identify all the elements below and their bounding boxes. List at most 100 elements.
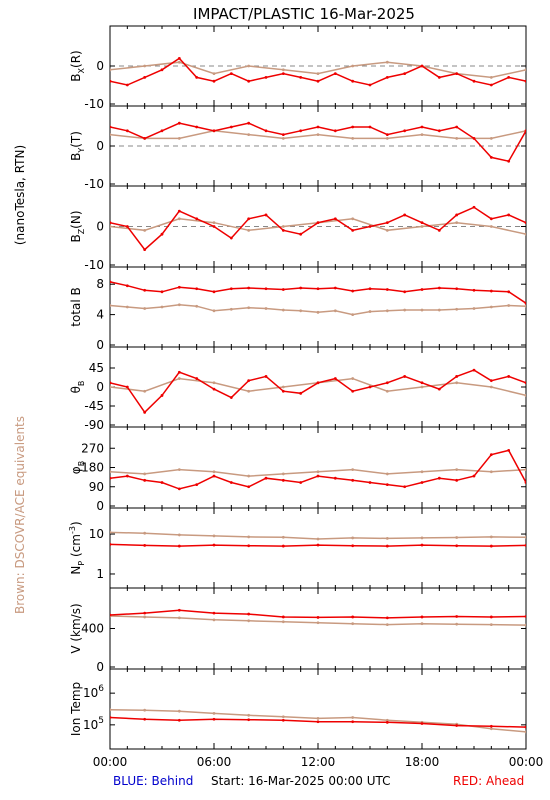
dscovr-series-point-phi — [524, 468, 526, 472]
ahead-series-point-btot — [455, 287, 459, 291]
ahead-series-point-theta — [177, 370, 181, 374]
ahead-series-point-by — [125, 129, 129, 133]
ahead-series-point-bz — [160, 232, 164, 236]
dscovr-series-point-by — [177, 137, 181, 140]
dscovr-series-point-by — [110, 133, 112, 136]
x-tick-label: 12:00 — [301, 755, 336, 769]
ahead-series-point-theta — [299, 391, 303, 395]
dscovr-series-point-v — [316, 621, 320, 625]
y-tick-label-np: 10 — [89, 527, 104, 541]
ahead-series-point-phi — [333, 476, 337, 480]
ahead-series-point-theta — [472, 368, 476, 372]
ahead-series-point-np — [143, 543, 147, 547]
ahead-series-point-temp — [110, 716, 112, 719]
ahead-series-point-bz — [177, 209, 181, 213]
dscovr-series-point-btot — [281, 308, 285, 312]
ahead-series-point-by — [316, 125, 320, 129]
dscovr-series-point-by — [281, 137, 285, 140]
dscovr-series-point-btot — [229, 307, 233, 311]
ahead-series-point-phi — [229, 481, 233, 484]
dscovr-series-point-by — [385, 137, 389, 140]
dscovr-series-point-btot — [368, 310, 372, 313]
ahead-series-point-theta — [212, 387, 216, 391]
ahead-series-point-bx — [507, 76, 511, 79]
ahead-series-point-v — [385, 616, 389, 620]
dscovr-series-point-phi — [316, 470, 320, 474]
ahead-series-point-by — [403, 129, 407, 133]
ahead-series-point-theta — [264, 375, 268, 378]
ahead-series-point-v — [110, 613, 112, 617]
dscovr-series-point-temp — [143, 708, 147, 712]
ahead-series-point-v — [420, 615, 424, 619]
ahead-series-point-temp — [489, 724, 493, 728]
ahead-series-point-phi — [507, 448, 511, 452]
ahead-series-point-bz — [229, 236, 233, 240]
dscovr-series-point-bz — [177, 217, 181, 221]
dscovr-series-point-theta — [420, 385, 424, 389]
ahead-series-point-btot — [195, 287, 199, 291]
ahead-series-point-bx — [247, 79, 251, 83]
ahead-series-point-phi — [437, 476, 441, 480]
y-axis-label-by: BY(T) — [69, 131, 86, 161]
dscovr-series-point-bx — [247, 64, 251, 68]
ahead-series-point-bz — [472, 205, 476, 209]
ahead-series-point-phi — [247, 485, 251, 489]
dscovr-series-point-np — [385, 536, 389, 540]
dscovr-series-point-v — [385, 623, 389, 627]
y-tick-label-temp: 106 — [83, 684, 104, 700]
ahead-series-point-phi — [351, 478, 355, 482]
ahead-series-point-by — [143, 137, 147, 140]
dscovr-series-point-bx — [110, 68, 112, 72]
ahead-series-point-temp — [420, 722, 424, 725]
ahead-series-point-theta — [229, 396, 233, 399]
ahead-series-point-v — [455, 615, 459, 618]
ahead-series-point-btot — [264, 287, 268, 291]
dscovr-series-point-bz — [281, 225, 285, 228]
ahead-series-point-btot — [281, 288, 285, 291]
ahead-series-point-bx — [195, 76, 199, 79]
dscovr-series-point-bz — [247, 228, 251, 232]
dscovr-series-point-bx — [281, 68, 285, 72]
dscovr-series-point-bz — [351, 217, 355, 221]
ahead-series-point-np — [212, 543, 216, 547]
ahead-series-point-by — [472, 137, 476, 140]
units-side-label: (nanoTesla, RTN) — [13, 145, 27, 245]
ahead-series-point-bz — [351, 228, 355, 232]
dscovr-series-point-btot — [264, 307, 268, 310]
ahead-series-point-theta — [524, 381, 526, 385]
ahead-series-point-phi — [212, 474, 216, 478]
dscovr-series-point-temp — [316, 716, 320, 720]
ahead-series-point-btot — [229, 287, 233, 291]
dscovr-series-point-btot — [403, 308, 407, 312]
dscovr-series-point-phi — [351, 468, 355, 472]
ahead-series-point-temp — [316, 720, 320, 724]
ahead-series-point-btot — [489, 289, 493, 293]
ahead-series-point-theta — [247, 379, 251, 383]
ahead-series-point-np — [351, 544, 355, 548]
dscovr-series-point-temp — [351, 716, 355, 719]
panel-frame-v — [109, 587, 527, 670]
dscovr-series-point-btot — [437, 308, 441, 312]
y-axis-label-theta: θB — [69, 381, 86, 394]
ahead-series-point-by — [264, 129, 268, 133]
ahead-series-point-v — [247, 612, 251, 616]
dscovr-series-point-np — [455, 536, 459, 539]
ahead-series-point-by — [507, 159, 511, 163]
dscovr-series-point-theta — [247, 389, 251, 393]
dscovr-series-point-np — [177, 533, 181, 537]
ahead-series-point-by — [351, 125, 355, 129]
ahead-series-point-phi — [524, 481, 526, 484]
dscovr-series-point-v — [177, 616, 181, 620]
y-tick-label-bz: 0 — [96, 220, 104, 234]
dscovr-series-point-btot — [125, 305, 129, 309]
ahead-series-point-phi — [125, 474, 129, 478]
ahead-series-point-v — [351, 615, 355, 619]
dscovr-series-point-btot — [212, 309, 216, 313]
ahead-series-point-by — [160, 129, 164, 133]
x-tick-label: 06:00 — [197, 755, 232, 769]
ahead-series-point-by — [368, 125, 372, 129]
ahead-series-point-np — [455, 544, 459, 548]
ahead-series-point-by — [455, 125, 459, 129]
ahead-series-point-btot — [420, 288, 424, 291]
